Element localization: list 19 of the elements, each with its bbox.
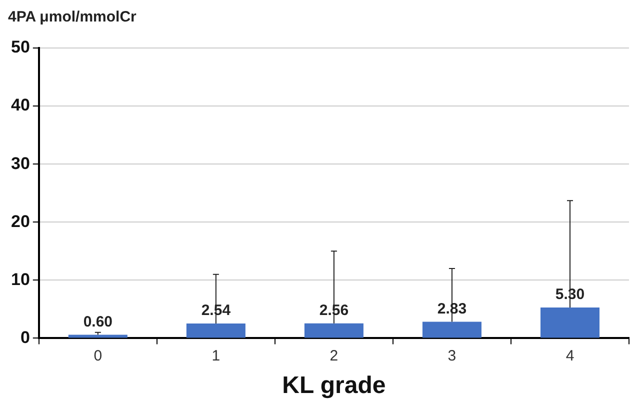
- x-tick-label: 0: [94, 347, 102, 364]
- x-tick-label: 4: [566, 347, 574, 364]
- x-axis-title: KL grade: [282, 372, 386, 400]
- y-tick-label: 30: [10, 154, 30, 173]
- y-tick-label: 0: [20, 328, 30, 347]
- y-tick-label: 10: [10, 270, 30, 289]
- data-label: 0.60: [83, 313, 113, 330]
- bar: [540, 307, 600, 338]
- bar: [304, 323, 364, 338]
- x-tick-label: 1: [212, 347, 220, 364]
- bar: [422, 322, 482, 338]
- y-tick-label: 40: [10, 96, 30, 115]
- bar: [68, 334, 128, 338]
- y-tick-label: 20: [10, 212, 30, 231]
- x-tick-label: 2: [330, 347, 338, 364]
- x-tick-label: 3: [448, 347, 456, 364]
- y-tick-label: 50: [10, 38, 30, 57]
- bar: [186, 323, 246, 338]
- y-axis-title: 4PA μmol/mmolCr: [8, 8, 137, 26]
